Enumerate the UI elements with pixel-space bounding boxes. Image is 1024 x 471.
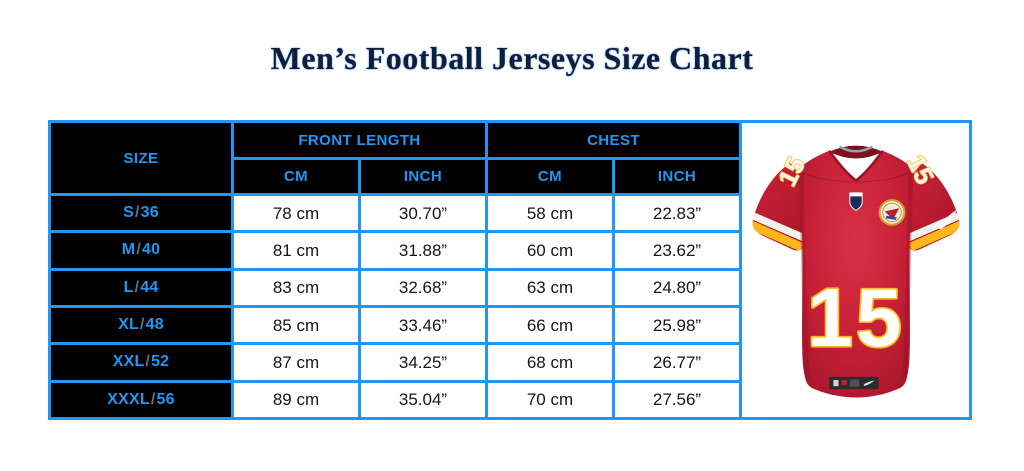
jersey-image-cell: 15 15 15 <box>742 123 969 417</box>
nike-swoosh-icon <box>938 209 957 230</box>
chest-inch-cell: 24.80” <box>615 270 739 305</box>
front-inch-cell: 32.68” <box>361 270 485 305</box>
size-chart-table: SIZE FRONT LENGTH CHEST <box>48 120 972 420</box>
jersey-shadow-left <box>797 171 810 379</box>
chest-cm-header: CM <box>488 160 612 193</box>
chest-cm-cell: 66 cm <box>488 307 612 343</box>
chest-inch-header: INCH <box>615 160 739 193</box>
chest-cm-cell: 58 cm <box>488 196 612 231</box>
front-inch-cell: 35.04” <box>361 382 485 417</box>
size-cell: L/44 <box>51 270 231 305</box>
chest-cm-cell: 63 cm <box>488 270 612 305</box>
size-cell: XXXL/56 <box>51 382 231 417</box>
front-cm-cell: 89 cm <box>234 382 358 417</box>
nfl-shield-icon <box>848 192 863 211</box>
size-cell: XL/48 <box>51 307 231 343</box>
chest-cm-cell: 70 cm <box>488 382 612 417</box>
size-column-header: SIZE <box>51 123 231 193</box>
jersey-image: 15 15 15 <box>752 145 959 398</box>
chiefs-patch-icon <box>878 199 905 226</box>
size-cell: S/36 <box>51 196 231 231</box>
front-length-header: FRONT LENGTH <box>234 123 485 157</box>
chest-inch-cell: 22.83” <box>615 196 739 231</box>
chest-inch-cell: 25.98” <box>615 307 739 343</box>
chest-cm-cell: 68 cm <box>488 345 612 380</box>
front-cm-cell: 83 cm <box>234 270 358 305</box>
chest-cm-cell: 60 cm <box>488 233 612 268</box>
front-cm-cell: 78 cm <box>234 196 358 231</box>
front-cm-cell: 81 cm <box>234 233 358 268</box>
collar-piping <box>827 149 884 183</box>
page-title: Men’s Football Jerseys Size Chart <box>270 40 754 76</box>
front-inch-cell: 33.46” <box>361 307 485 343</box>
front-inch-cell: 31.88” <box>361 233 485 268</box>
chest-inch-cell: 26.77” <box>615 345 739 380</box>
front-inch-cell: 30.70” <box>361 196 485 231</box>
front-cm-cell: 85 cm <box>234 307 358 343</box>
chest-inch-cell: 23.62” <box>615 233 739 268</box>
jersey-sleeves <box>752 163 959 251</box>
front-inch-cell: 34.25” <box>361 345 485 380</box>
size-cell: M/40 <box>51 233 231 268</box>
jersey-shadow-right <box>901 171 914 379</box>
chest-number: 15 <box>807 273 905 364</box>
front-cm-cell: 87 cm <box>234 345 358 380</box>
jock-tag <box>828 376 879 390</box>
chest-header: CHEST <box>488 123 739 157</box>
front-inch-header: INCH <box>361 160 485 193</box>
chest-inch-cell: 27.56” <box>615 382 739 417</box>
front-cm-header: CM <box>234 160 358 193</box>
jersey-collar <box>828 145 883 159</box>
size-cell: XXL/52 <box>51 345 231 380</box>
